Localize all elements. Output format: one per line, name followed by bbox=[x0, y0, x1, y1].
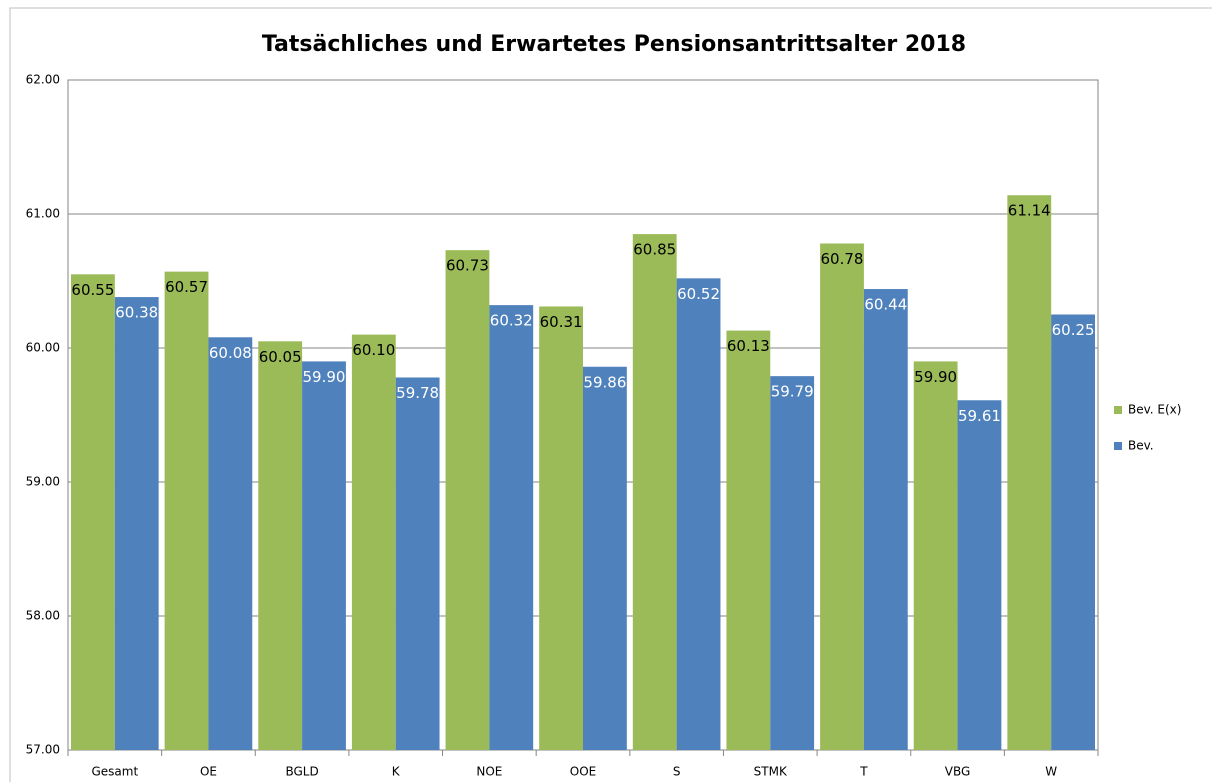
x-tick-label: W bbox=[1045, 765, 1057, 779]
bar bbox=[770, 376, 815, 750]
x-tick-label: OOE bbox=[570, 765, 596, 779]
bar bbox=[632, 234, 677, 751]
value-label: 60.25 bbox=[1052, 321, 1095, 339]
y-tick-label: 58.00 bbox=[26, 609, 60, 623]
value-label: 60.13 bbox=[727, 337, 770, 355]
value-label: 60.38 bbox=[115, 304, 158, 322]
value-label: 60.57 bbox=[165, 278, 208, 296]
bar bbox=[445, 250, 490, 750]
bar bbox=[164, 271, 209, 750]
bar bbox=[726, 330, 771, 750]
value-label: 59.61 bbox=[958, 407, 1001, 425]
bar bbox=[351, 334, 396, 750]
bar bbox=[114, 297, 159, 750]
y-tick-label: 57.00 bbox=[26, 743, 60, 757]
value-label: 61.14 bbox=[1008, 202, 1051, 220]
value-label: 60.78 bbox=[821, 250, 864, 268]
value-label: 59.90 bbox=[303, 368, 346, 386]
value-label: 60.55 bbox=[71, 281, 114, 299]
bar bbox=[913, 361, 958, 750]
x-tick-label: BGLD bbox=[285, 765, 318, 779]
value-label: 60.73 bbox=[446, 257, 489, 275]
legend-swatch bbox=[1114, 442, 1122, 450]
bar bbox=[1051, 314, 1095, 750]
x-tick-label: K bbox=[392, 765, 401, 779]
x-tick-label: S bbox=[673, 765, 681, 779]
y-tick-label: 61.00 bbox=[26, 207, 60, 221]
legend-label: Bev. bbox=[1128, 439, 1154, 453]
bar bbox=[208, 337, 253, 750]
bar bbox=[957, 400, 1002, 750]
bar bbox=[258, 341, 303, 750]
value-label: 59.79 bbox=[771, 383, 814, 401]
value-label: 59.90 bbox=[914, 368, 957, 386]
value-label: 60.32 bbox=[490, 312, 533, 330]
value-label: 60.52 bbox=[677, 285, 720, 303]
bar bbox=[676, 278, 721, 750]
y-tick-label: 60.00 bbox=[26, 341, 60, 355]
x-tick-label: STMK bbox=[754, 765, 788, 779]
y-tick-label: 62.00 bbox=[26, 73, 60, 87]
bar bbox=[1007, 195, 1052, 751]
x-tick-label: VBG bbox=[945, 765, 971, 779]
y-tick-label: 59.00 bbox=[26, 475, 60, 489]
bar bbox=[583, 366, 627, 750]
value-label: 60.31 bbox=[540, 313, 583, 331]
value-label: 60.10 bbox=[352, 341, 395, 359]
bar bbox=[820, 243, 864, 751]
x-tick-label: T bbox=[859, 765, 868, 779]
value-label: 60.05 bbox=[259, 348, 302, 366]
bar bbox=[539, 306, 583, 750]
value-label: 60.85 bbox=[633, 241, 676, 259]
x-tick-label: Gesamt bbox=[91, 765, 138, 779]
value-label: 60.44 bbox=[864, 296, 907, 314]
bar bbox=[302, 361, 346, 750]
bar bbox=[489, 305, 534, 750]
x-tick-label: OE bbox=[200, 765, 217, 779]
x-tick-label: NOE bbox=[476, 765, 502, 779]
bar bbox=[71, 274, 115, 750]
chart-title: Tatsächliches und Erwartetes Pensionsant… bbox=[262, 32, 966, 57]
bar bbox=[863, 289, 908, 750]
value-label: 59.86 bbox=[583, 373, 626, 391]
legend-label: Bev. E(x) bbox=[1128, 403, 1181, 417]
value-label: 59.78 bbox=[396, 384, 439, 402]
value-label: 60.08 bbox=[209, 344, 252, 362]
bar bbox=[395, 377, 440, 750]
legend-swatch bbox=[1114, 406, 1122, 414]
